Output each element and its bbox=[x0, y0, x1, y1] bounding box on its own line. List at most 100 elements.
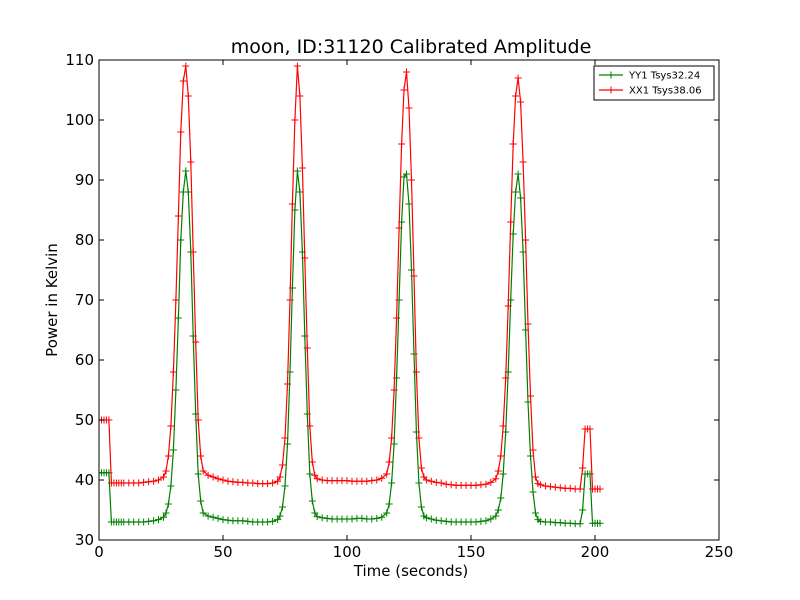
series-1-point bbox=[494, 506, 502, 514]
series-1-point bbox=[169, 446, 177, 454]
series-1-point bbox=[293, 167, 301, 175]
series-2-point bbox=[378, 474, 386, 482]
series-1-point bbox=[172, 386, 180, 394]
series-1-point bbox=[385, 500, 393, 508]
series-2-point bbox=[422, 476, 430, 484]
series-2-point bbox=[298, 164, 306, 172]
series-2-point bbox=[172, 296, 180, 304]
series-1-point bbox=[492, 512, 500, 520]
series-2-point bbox=[494, 467, 502, 475]
series-1-point bbox=[383, 509, 391, 517]
series-1-point bbox=[529, 488, 537, 496]
series-1-point bbox=[422, 514, 430, 522]
x-tick-label: 100 bbox=[333, 543, 362, 561]
series-2-point bbox=[487, 478, 495, 486]
series-2-point bbox=[184, 92, 192, 100]
series-1-point bbox=[532, 509, 539, 517]
legend-box bbox=[593, 65, 715, 101]
series-2-point bbox=[182, 62, 190, 70]
series-2-point bbox=[442, 480, 450, 488]
series-2-point bbox=[318, 476, 326, 484]
series-1-point bbox=[204, 512, 212, 520]
series-2-point bbox=[566, 484, 574, 492]
series-2-point bbox=[383, 470, 391, 478]
series-1-point bbox=[274, 516, 282, 524]
series-1-point bbox=[388, 479, 396, 487]
series-1-point bbox=[566, 519, 574, 527]
series-1-point bbox=[219, 516, 227, 524]
y-tick-label: 50 bbox=[75, 411, 94, 429]
y-axis-label: Power in Kelvin bbox=[43, 243, 61, 357]
series-2-point bbox=[204, 471, 212, 479]
series-2-point bbox=[164, 452, 172, 460]
legend-label: XX1 Tsys38.06 bbox=[629, 86, 702, 97]
series-1-point bbox=[373, 514, 381, 522]
series-1-point bbox=[527, 452, 534, 460]
series-1-point bbox=[264, 518, 272, 526]
series-1-point bbox=[214, 514, 222, 522]
y-tick-label: 70 bbox=[75, 291, 94, 309]
series-2-point bbox=[447, 481, 455, 489]
y-tick-label: 80 bbox=[75, 231, 94, 249]
series-1-point bbox=[358, 514, 366, 522]
series-2-point bbox=[432, 478, 440, 486]
series-2-point bbox=[197, 452, 205, 460]
series-1-point bbox=[596, 519, 604, 527]
series-1-point bbox=[145, 517, 153, 525]
series-2-point bbox=[192, 338, 200, 346]
series-1-point bbox=[150, 517, 158, 525]
series-2-point bbox=[522, 236, 530, 244]
series-1-point bbox=[311, 509, 319, 517]
series-1-point bbox=[269, 517, 277, 525]
series-2-point bbox=[279, 461, 286, 469]
series-1-point bbox=[472, 518, 480, 526]
series-2-point bbox=[509, 140, 517, 148]
y-tick-label: 100 bbox=[65, 111, 94, 129]
y-tick-label: 30 bbox=[75, 531, 94, 549]
series-2-point bbox=[504, 302, 512, 310]
series-2-point bbox=[385, 458, 393, 466]
series-1-point bbox=[164, 500, 172, 508]
x-tick-label: 150 bbox=[457, 543, 486, 561]
axes: 0 50 100 150 200 250 30 40 50 60 70 80 90 100 110 bbox=[65, 51, 733, 561]
series-1-point bbox=[415, 479, 423, 487]
series-2-point bbox=[239, 478, 247, 486]
series-2-point bbox=[140, 478, 148, 486]
series-1-point bbox=[487, 515, 495, 523]
series-1-point bbox=[323, 514, 331, 522]
series-1-point bbox=[348, 515, 356, 523]
series-2-point bbox=[343, 477, 351, 485]
series-2-point bbox=[524, 320, 532, 328]
series-2-point bbox=[177, 128, 185, 136]
series-2-point bbox=[492, 475, 500, 483]
series-1-point bbox=[318, 514, 326, 522]
series-2-point bbox=[497, 452, 505, 460]
series-1-point bbox=[306, 470, 314, 478]
series-2-point bbox=[395, 224, 403, 232]
series-2-point bbox=[546, 483, 554, 491]
series-1-point bbox=[378, 513, 386, 521]
series-2-point bbox=[532, 473, 539, 481]
plot-area bbox=[99, 62, 604, 528]
series-2-point bbox=[281, 434, 289, 442]
series-2-point bbox=[417, 464, 425, 472]
series-1-point bbox=[284, 440, 291, 448]
series-2-point bbox=[276, 473, 284, 481]
series-2-point bbox=[269, 479, 277, 487]
series-2-point bbox=[301, 254, 309, 262]
series-2-point bbox=[313, 475, 321, 483]
y-tick-label: 60 bbox=[75, 351, 94, 369]
series-1-point bbox=[279, 503, 286, 511]
series-1-point bbox=[224, 516, 232, 524]
series-2-point bbox=[529, 446, 537, 454]
series-2-point bbox=[249, 479, 257, 487]
series-1-point bbox=[197, 497, 205, 505]
series-1-point bbox=[477, 517, 485, 525]
series-1-point bbox=[502, 428, 510, 436]
series-2-point bbox=[405, 104, 413, 112]
series-1-point bbox=[405, 200, 413, 208]
series-2-point bbox=[199, 467, 207, 475]
series-2-point bbox=[105, 416, 113, 424]
series-1-point bbox=[199, 509, 207, 517]
